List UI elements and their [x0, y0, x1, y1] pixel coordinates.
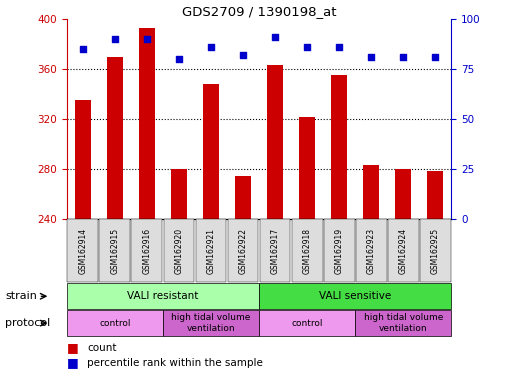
Text: count: count: [87, 343, 117, 353]
Text: GSM162923: GSM162923: [367, 227, 376, 274]
Text: ■: ■: [67, 341, 78, 354]
Text: GSM162919: GSM162919: [334, 227, 344, 274]
Point: [111, 36, 119, 42]
Point: [431, 54, 440, 60]
Point: [303, 44, 311, 50]
Point: [175, 56, 183, 62]
Text: GSM162916: GSM162916: [142, 227, 151, 274]
Text: GSM162922: GSM162922: [239, 228, 248, 273]
Text: VALI sensitive: VALI sensitive: [319, 291, 391, 301]
Bar: [75, 100, 91, 219]
Text: GSM162918: GSM162918: [303, 228, 312, 273]
Point: [367, 54, 376, 60]
Text: GSM162914: GSM162914: [78, 227, 87, 274]
Bar: [203, 84, 219, 219]
Text: percentile rank within the sample: percentile rank within the sample: [87, 358, 263, 368]
Text: control: control: [291, 319, 323, 328]
Text: VALI resistant: VALI resistant: [127, 291, 199, 301]
Text: protocol: protocol: [5, 318, 50, 328]
Text: high tidal volume
ventilation: high tidal volume ventilation: [171, 313, 251, 333]
Text: control: control: [99, 319, 130, 328]
Text: GSM162917: GSM162917: [270, 227, 280, 274]
Bar: [171, 169, 187, 219]
Bar: [363, 165, 379, 219]
Text: GSM162920: GSM162920: [174, 227, 184, 274]
Bar: [267, 65, 283, 219]
Text: high tidal volume
ventilation: high tidal volume ventilation: [364, 313, 443, 333]
Bar: [235, 177, 251, 219]
Point: [207, 44, 215, 50]
Bar: [299, 117, 315, 219]
Point: [78, 46, 87, 52]
Text: GSM162925: GSM162925: [431, 227, 440, 274]
Point: [335, 44, 343, 50]
Bar: [139, 28, 155, 219]
Point: [143, 36, 151, 42]
Bar: [107, 57, 123, 219]
Bar: [427, 172, 443, 219]
Point: [271, 34, 279, 40]
Bar: [396, 169, 411, 219]
Point: [239, 52, 247, 58]
Text: GSM162915: GSM162915: [110, 227, 120, 274]
Text: strain: strain: [5, 291, 37, 301]
Bar: [331, 75, 347, 219]
Text: ■: ■: [67, 356, 78, 369]
Title: GDS2709 / 1390198_at: GDS2709 / 1390198_at: [182, 5, 337, 18]
Text: GSM162924: GSM162924: [399, 227, 408, 274]
Point: [399, 54, 407, 60]
Text: GSM162921: GSM162921: [206, 228, 215, 273]
